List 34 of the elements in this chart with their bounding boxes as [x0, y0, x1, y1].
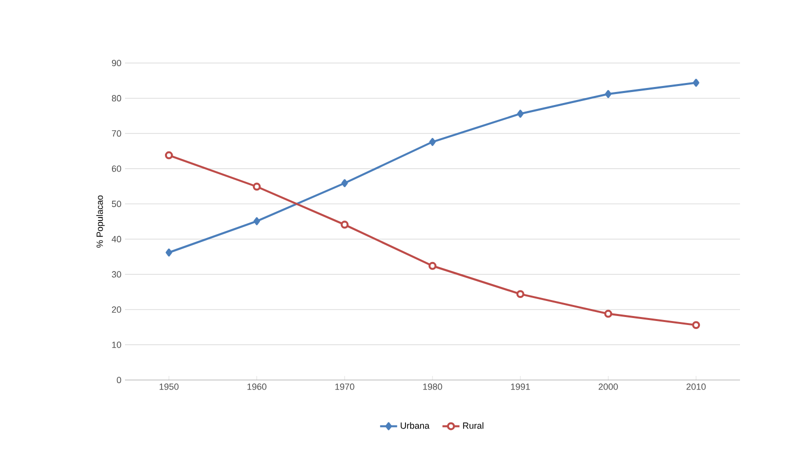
point	[692, 78, 700, 87]
legend-label: Urbana	[400, 422, 430, 429]
point	[517, 110, 524, 118]
point	[692, 321, 700, 330]
y-tick-label: 20	[112, 306, 122, 313]
x-tick-label: 2000	[598, 384, 618, 390]
y-tick-label: 0	[116, 376, 122, 384]
legend-label: Rural	[463, 422, 484, 429]
point	[516, 290, 524, 298]
point	[340, 220, 349, 229]
point	[604, 90, 612, 98]
point	[166, 248, 172, 256]
x-tick-label: 1950	[160, 384, 179, 390]
y-tick-label: 90	[112, 60, 122, 66]
y-axis-title: % Populacao	[96, 195, 105, 248]
y-tick-label: 60	[112, 165, 122, 172]
y-tick-label: 50	[112, 200, 122, 208]
point	[604, 310, 612, 318]
y-tick-label: 80	[112, 95, 122, 102]
x-tick-label: 2010	[686, 384, 706, 390]
point	[341, 179, 348, 188]
y-tick-label: 40	[112, 236, 122, 242]
point	[164, 151, 173, 160]
x-tick-label: 1960	[248, 384, 266, 390]
y-tick-label: 10	[112, 342, 122, 348]
y-tick-label: 30	[112, 271, 122, 278]
point	[428, 262, 436, 270]
point	[252, 182, 261, 191]
y-tick-label: 70	[112, 130, 122, 137]
x-tick-label: 1991	[511, 384, 530, 390]
x-tick-label: 1970	[335, 384, 354, 390]
point	[429, 138, 436, 146]
point	[254, 217, 260, 226]
x-tick-label: 1980	[423, 384, 442, 390]
